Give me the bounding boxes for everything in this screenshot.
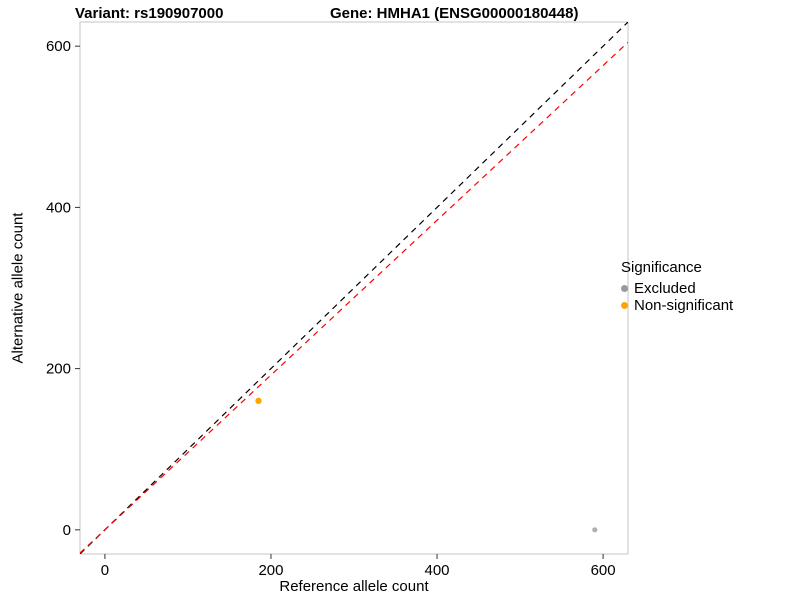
legend-label: Excluded xyxy=(634,280,696,297)
legend-item: Excluded xyxy=(621,280,733,297)
x-tick-label: 600 xyxy=(591,562,616,579)
legend-title: Significance xyxy=(621,259,702,276)
legend-items: Excluded Non-significant xyxy=(621,280,733,314)
variant-title: Variant: rs190907000 xyxy=(75,5,224,22)
y-tick-label: 600 xyxy=(46,38,71,55)
gene-title: Gene: HMHA1 (ENSG00000180448) xyxy=(330,5,579,22)
y-axis-label: Alternative allele count xyxy=(9,212,27,364)
legend: Significance Excluded Non-significant xyxy=(621,259,733,314)
x-tick-label: 400 xyxy=(425,562,450,579)
legend-key-dot-icon xyxy=(621,285,628,292)
y-tick-label: 0 xyxy=(63,522,71,539)
x-tick-label: 200 xyxy=(258,562,283,579)
panel xyxy=(79,21,629,555)
y-tick-label: 400 xyxy=(46,199,71,216)
data-point-non-significant xyxy=(255,397,262,405)
y-tick-label: 200 xyxy=(46,361,71,378)
x-tick-label: 0 xyxy=(101,562,109,579)
legend-item: Non-significant xyxy=(621,297,733,314)
legend-key-dot-icon xyxy=(621,302,628,309)
data-point-excluded xyxy=(592,527,598,533)
legend-label: Non-significant xyxy=(634,297,734,314)
x-axis-label: Reference allele count xyxy=(279,578,429,595)
expected-ratio-line xyxy=(80,41,628,554)
